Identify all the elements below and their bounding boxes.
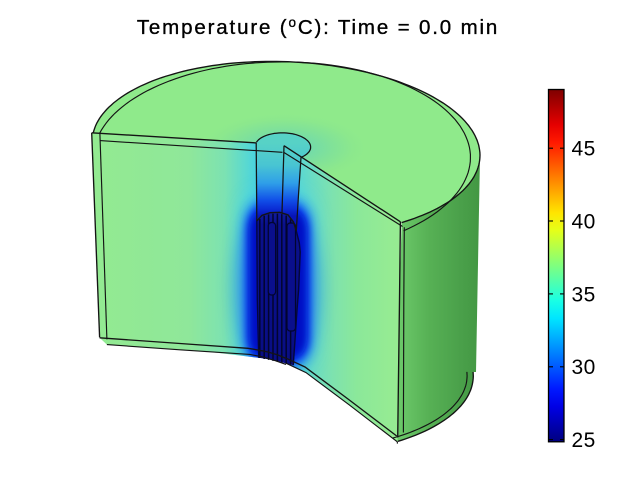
svg-text:30: 30 (572, 356, 596, 379)
svg-text:40: 40 (572, 210, 596, 233)
svg-text:25: 25 (572, 429, 596, 452)
svg-text:45: 45 (572, 138, 596, 161)
svg-text:Temperature (oC): Time = 0.0 m: Temperature (oC): Time = 0.0 min (137, 15, 499, 39)
svg-text:35: 35 (572, 283, 596, 306)
